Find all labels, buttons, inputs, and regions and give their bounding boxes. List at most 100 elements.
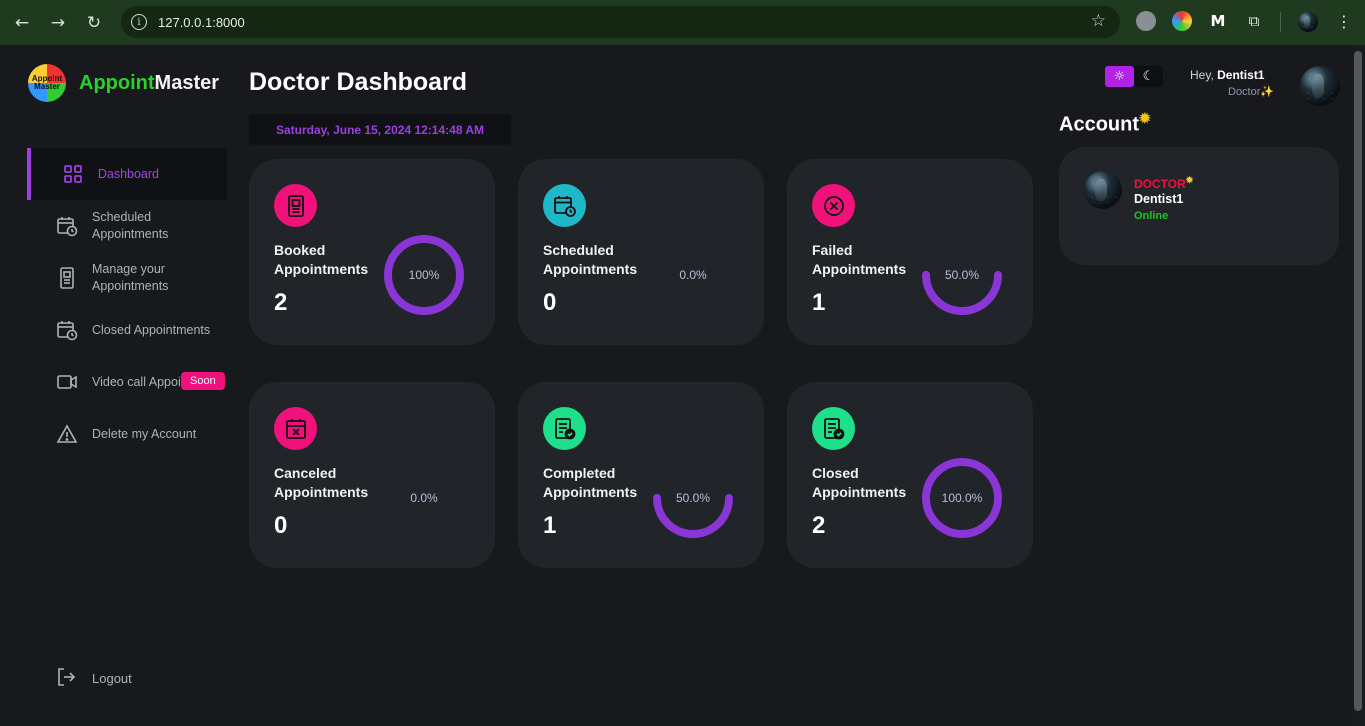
sidebar-item-label: Closed Appointments — [92, 322, 211, 337]
sidebar-item-video-call[interactable]: Video call Appointment Soon — [27, 356, 227, 408]
online-status: Online — [1134, 210, 1169, 222]
toolbar-divider — [1280, 12, 1281, 32]
brand-name-part2: Master — [154, 71, 220, 94]
stat-percent: 100.0% — [941, 491, 983, 505]
sidebar-item-label: Dashboard — [97, 166, 159, 181]
grid-icon — [61, 162, 85, 186]
account-name: Dentist1 — [1134, 192, 1184, 206]
user-greeting: Hey, Dentist1 — [1190, 68, 1264, 82]
progress-ring — [384, 235, 464, 315]
sidebar-item-manage[interactable]: Manage your Appointments — [27, 252, 227, 304]
stat-label: Completed Appointments — [543, 465, 638, 500]
greeting-text: Hey, — [1190, 68, 1214, 82]
soon-badge: Soon — [181, 372, 225, 390]
stat-label: Booked Appointments — [274, 242, 369, 277]
progress-ring — [922, 235, 1002, 315]
document-icon — [55, 266, 79, 290]
stat-card: Booked Appointments 2 100% — [249, 159, 495, 345]
progress-ring — [922, 458, 1002, 538]
stat-percent: 0.0% — [410, 491, 438, 505]
stat-count: 0 — [543, 289, 557, 316]
document-icon — [274, 184, 317, 227]
account-type-text: DOCTOR — [1134, 177, 1186, 191]
brand-name: AppointMaster — [79, 72, 219, 95]
logout-icon — [55, 666, 79, 690]
calendar-clock-icon — [543, 184, 586, 227]
menu-dots-icon[interactable]: ⋮ — [1336, 11, 1352, 31]
datetime-display: Saturday, June 15, 2024 12:14:48 AM — [249, 114, 511, 145]
stat-count: 0 — [274, 512, 288, 539]
page-scrollbar[interactable] — [1351, 45, 1365, 726]
stat-label: Failed Appointments — [812, 242, 907, 277]
calendar-clock-icon — [55, 318, 79, 342]
progress-arc — [384, 235, 464, 315]
progress-arc — [653, 458, 733, 538]
logout-label: Logout — [92, 670, 132, 686]
malwarebytes-icon[interactable]: M — [1210, 12, 1226, 30]
browser-toolbar: ← → ↻ i 127.0.0.1:8000 ☆ M ⧉ ⋮ — [0, 0, 1365, 45]
user-role: Doctor✨ — [1228, 86, 1275, 98]
progress-arc — [922, 458, 1002, 538]
forward-icon[interactable]: → — [50, 12, 66, 33]
app-logo: Appoint Master — [28, 64, 66, 102]
calendar-clock-icon — [55, 214, 79, 238]
stat-percent: 50.0% — [944, 268, 980, 282]
moon-icon[interactable]: ☾ — [1142, 69, 1155, 84]
stat-percent: 50.0% — [675, 491, 711, 505]
extension-icon[interactable] — [1136, 11, 1156, 31]
sidebar-item-dashboard[interactable]: Dashboard — [27, 148, 227, 200]
scrollbar-thumb[interactable] — [1354, 51, 1362, 711]
sun-icon: ✹ — [1139, 110, 1151, 126]
document-check-icon — [543, 407, 586, 450]
sun-icon: ✹ — [1185, 175, 1194, 185]
document-check-icon — [812, 407, 855, 450]
puzzle-icon[interactable]: ⧉ — [1248, 12, 1260, 30]
sidebar-item-label: Scheduled Appointments — [92, 210, 169, 241]
account-type: DOCTOR✹ — [1134, 175, 1193, 191]
account-card: DOCTOR✹ Dentist1 Online — [1059, 147, 1339, 265]
logout-button[interactable]: Logout — [55, 666, 132, 690]
sidebar-item-label: Delete my Account — [92, 426, 197, 441]
bookmark-star-icon[interactable]: ☆ — [1090, 11, 1106, 31]
sun-icon[interactable]: ☼ — [1105, 66, 1134, 87]
stat-card: Scheduled Appointments 0 0.0% — [518, 159, 764, 345]
stat-count: 1 — [543, 512, 557, 539]
stat-card: Completed Appointments 1 50.0% — [518, 382, 764, 568]
stat-count: 1 — [812, 289, 826, 316]
account-title: Account✹ — [1059, 110, 1151, 137]
sidebar-item-closed[interactable]: Closed Appointments — [27, 304, 227, 356]
url-text[interactable]: 127.0.0.1:8000 — [158, 14, 245, 30]
stat-card: Closed Appointments 2 100.0% — [787, 382, 1033, 568]
sidebar-item-scheduled[interactable]: Scheduled Appointments — [27, 200, 227, 252]
stat-card: Failed Appointments 1 50.0% — [787, 159, 1033, 345]
stat-card: Canceled Appointments 0 0.0% — [249, 382, 495, 568]
stat-percent: 0.0% — [679, 268, 707, 282]
back-icon[interactable]: ← — [14, 12, 30, 33]
stat-count: 2 — [274, 289, 288, 316]
stat-count: 2 — [812, 512, 826, 539]
account-avatar — [1084, 171, 1122, 209]
extension-icon[interactable] — [1172, 11, 1192, 31]
stat-percent: 100% — [408, 268, 440, 282]
account-title-text: Account — [1059, 113, 1139, 136]
brand[interactable]: Appoint Master AppointMaster — [28, 64, 219, 102]
site-info-icon[interactable]: i — [131, 14, 147, 30]
reload-icon[interactable]: ↻ — [86, 12, 102, 33]
profile-avatar[interactable] — [1298, 12, 1318, 32]
stat-label: Scheduled Appointments — [543, 242, 638, 277]
warning-icon — [55, 422, 79, 446]
user-avatar[interactable] — [1300, 66, 1340, 106]
theme-toggle[interactable]: ☼ ☾ — [1105, 66, 1163, 87]
stat-label: Canceled Appointments — [274, 465, 369, 500]
sidebar-item-label: Manage your Appointments — [92, 262, 169, 293]
progress-arc — [922, 235, 1002, 315]
page-title: Doctor Dashboard — [249, 68, 468, 96]
username: Dentist1 — [1217, 68, 1265, 82]
video-icon — [55, 370, 79, 394]
sidebar-item-delete-account[interactable]: Delete my Account — [27, 408, 227, 460]
calendar-x-icon — [274, 407, 317, 450]
logo-text: Appoint Master — [31, 74, 63, 91]
brand-name-part1: Appoint — [79, 71, 155, 94]
address-bar[interactable]: i 127.0.0.1:8000 ☆ — [121, 6, 1120, 38]
stat-label: Closed Appointments — [812, 465, 907, 500]
